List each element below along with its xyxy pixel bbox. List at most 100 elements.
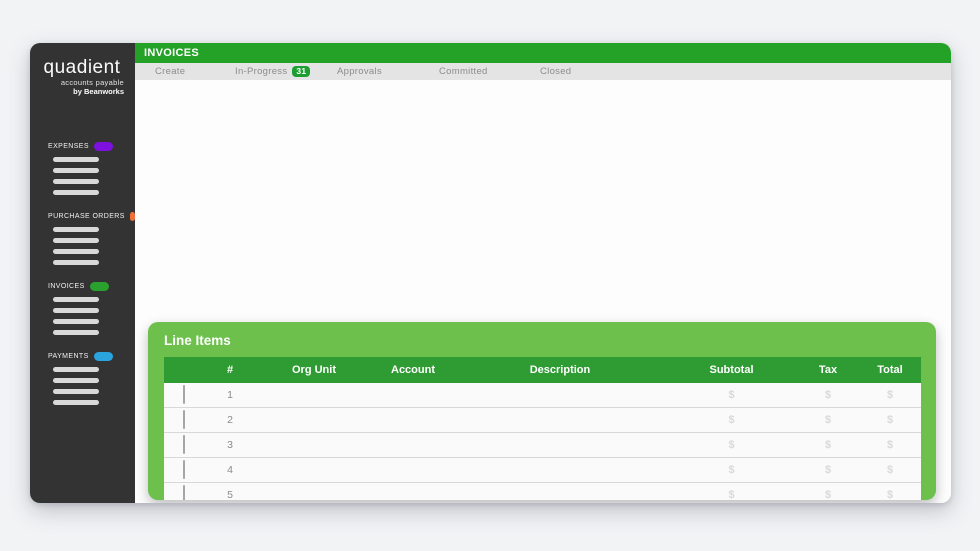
tab-in-progress-label: In-Progress (235, 66, 288, 77)
placeholder-lines (30, 297, 135, 335)
placeholder-line (53, 378, 99, 383)
row-checkbox[interactable] (183, 410, 185, 429)
status-pill (129, 211, 135, 221)
logo-subtitle: accounts payable (60, 78, 124, 87)
sidebar: quadient accounts payable by Beanworks E… (30, 43, 135, 503)
tax-cell[interactable]: $ (824, 464, 832, 476)
sidebar-section-header: INVOICES (30, 281, 135, 291)
content-area: Line Items # Org Unit Account Descriptio… (135, 80, 951, 503)
tab-create[interactable]: Create (155, 63, 185, 80)
subtotal-cell[interactable]: $ (728, 464, 735, 476)
placeholder-line (53, 157, 99, 162)
tab-in-progress[interactable]: In-Progress 31 (235, 63, 311, 80)
sidebar-item-payments[interactable]: PAYMENTS (30, 351, 135, 405)
placeholder-line (53, 238, 99, 243)
column-header-account: Account (391, 364, 435, 376)
logo-byline: by Beanworks (73, 87, 124, 96)
placeholder-line (53, 389, 99, 394)
placeholder-line (53, 260, 99, 265)
sidebar-section-header: PURCHASE ORDERS (30, 211, 135, 221)
column-header-description: Description (529, 364, 591, 376)
placeholder-line (53, 179, 99, 184)
sidebar-item-purchase-orders[interactable]: PURCHASE ORDERS (30, 211, 135, 265)
line-items-panel: Line Items # Org Unit Account Descriptio… (148, 322, 936, 500)
subtotal-cell[interactable]: $ (728, 439, 735, 451)
tab-create-label: Create (155, 66, 186, 77)
placeholder-line (53, 168, 99, 173)
row-checkbox[interactable] (183, 385, 185, 404)
tax-cell[interactable]: $ (824, 439, 832, 451)
sidebar-item-label: EXPENSES (48, 142, 89, 150)
column-header-num: # (226, 364, 234, 376)
tab-bar: Create In-Progress 31 Approvals Committe… (135, 63, 951, 80)
line-items-table: # Org Unit Account Description Subtotal … (164, 357, 921, 500)
table-row[interactable]: 3 $ $ $ (164, 433, 921, 458)
row-checkbox-cell (164, 460, 204, 479)
column-header-org-unit: Org Unit (292, 364, 336, 376)
column-header-tax: Tax (818, 364, 838, 376)
placeholder-line (53, 330, 99, 335)
line-items-table-header: # Org Unit Account Description Subtotal … (164, 357, 921, 383)
subtotal-cell[interactable]: $ (728, 389, 735, 401)
row-checkbox[interactable] (183, 435, 185, 454)
quadient-logo: quadient accounts payable by Beanworks (30, 57, 135, 97)
tab-closed[interactable]: Closed (540, 63, 571, 80)
total-cell[interactable]: $ (886, 414, 894, 426)
subtotal-cell[interactable]: $ (728, 414, 735, 426)
placeholder-line (53, 190, 99, 195)
placeholder-line (53, 319, 99, 324)
row-checkbox[interactable] (183, 460, 185, 479)
sidebar-nav: EXPENSES PURCHASE ORDERS INVOICES PAYMENTS (30, 141, 135, 405)
app-window: quadient accounts payable by Beanworks E… (30, 43, 951, 503)
status-pill (93, 351, 113, 361)
sidebar-item-invoices[interactable]: INVOICES (30, 281, 135, 335)
sidebar-section-header: EXPENSES (30, 141, 135, 151)
sidebar-item-label: PAYMENTS (48, 352, 89, 360)
main-area: INVOICES Create In-Progress 31 Approvals… (135, 43, 951, 503)
column-header-total: Total (877, 364, 903, 376)
total-cell[interactable]: $ (886, 464, 894, 476)
in-progress-count-badge: 31 (292, 66, 311, 77)
placeholder-line (53, 367, 99, 372)
placeholder-line (53, 249, 99, 254)
sidebar-item-label: PURCHASE ORDERS (48, 212, 125, 220)
table-row[interactable]: 2 $ $ $ (164, 408, 921, 433)
row-checkbox-cell (164, 485, 204, 500)
total-cell[interactable]: $ (886, 439, 894, 451)
sidebar-section-header: PAYMENTS (30, 351, 135, 361)
row-checkbox-cell (164, 385, 204, 404)
subtotal-cell[interactable]: $ (728, 489, 735, 500)
row-number: 5 (227, 489, 233, 500)
logo-wordmark: quadient (43, 57, 121, 78)
line-items-body: 1 $ $ $ 2 $ $ $ 3 $ $ $ 4 (164, 383, 921, 500)
placeholder-lines (30, 227, 135, 265)
tab-approvals[interactable]: Approvals (337, 63, 382, 80)
tax-cell[interactable]: $ (824, 489, 832, 500)
placeholder-line (53, 400, 99, 405)
row-checkbox-cell (164, 435, 204, 454)
row-checkbox[interactable] (183, 485, 185, 500)
row-number: 1 (227, 389, 233, 401)
tab-committed-label: Committed (439, 66, 488, 77)
tab-committed[interactable]: Committed (439, 63, 488, 80)
row-number: 3 (227, 439, 233, 451)
placeholder-lines (30, 157, 135, 195)
total-cell[interactable]: $ (886, 389, 894, 401)
placeholder-lines (30, 367, 135, 405)
tab-approvals-label: Approvals (337, 66, 382, 77)
page-title: INVOICES (135, 43, 951, 63)
tax-cell[interactable]: $ (824, 389, 832, 401)
status-pill (93, 141, 113, 151)
table-row[interactable]: 4 $ $ $ (164, 458, 921, 483)
sidebar-item-expenses[interactable]: EXPENSES (30, 141, 135, 195)
tax-cell[interactable]: $ (824, 414, 832, 426)
status-pill (89, 281, 109, 291)
total-cell[interactable]: $ (886, 489, 894, 500)
row-checkbox-cell (164, 410, 204, 429)
line-items-title: Line Items (164, 333, 231, 348)
row-number: 4 (227, 464, 233, 476)
placeholder-line (53, 308, 99, 313)
table-row[interactable]: 1 $ $ $ (164, 383, 921, 408)
row-number: 2 (227, 414, 233, 426)
table-row[interactable]: 5 $ $ $ (164, 483, 921, 500)
